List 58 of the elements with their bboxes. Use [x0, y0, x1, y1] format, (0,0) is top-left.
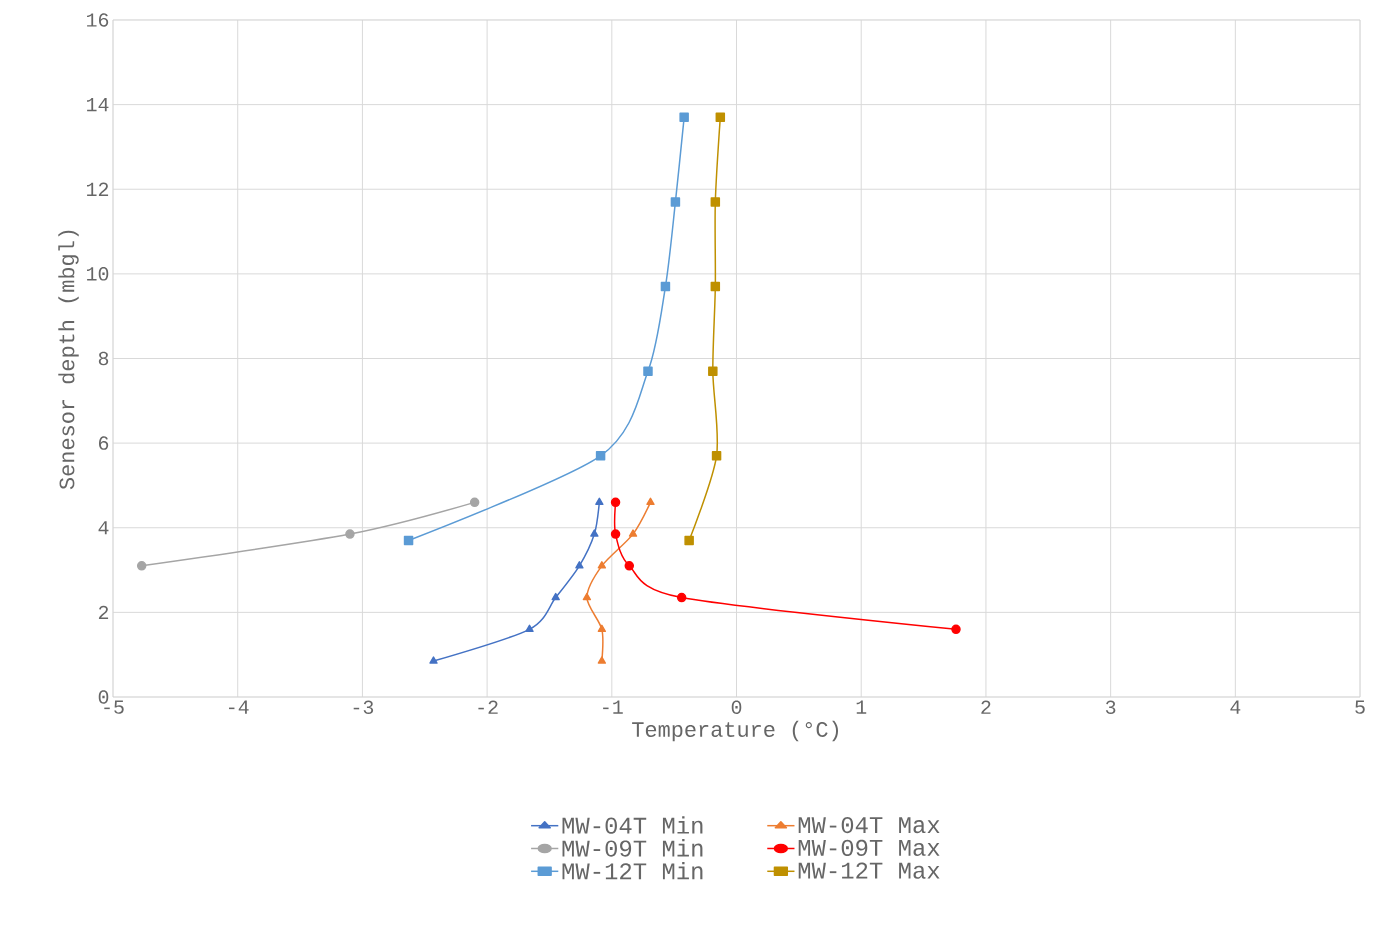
x-tick-label: 3: [1105, 700, 1116, 715]
y-axis-title: Senesor depth (mbgl): [58, 230, 79, 490]
point: [670, 197, 681, 207]
y-tick-label: 14: [87, 98, 109, 112]
point: [469, 497, 480, 508]
x-tick-label: 5: [1355, 700, 1365, 714]
point: [708, 366, 718, 376]
legend-label: MW-04T Min: [562, 816, 703, 834]
point: [628, 529, 638, 537]
legend-label: MW-04T Max: [798, 816, 940, 834]
x-tick-label: -3: [353, 700, 374, 715]
point: [624, 561, 635, 571]
point: [582, 592, 592, 601]
point: [684, 535, 694, 546]
point: [643, 366, 653, 376]
y-tick-label: 4: [98, 521, 109, 535]
point: [715, 112, 726, 123]
point: [710, 197, 721, 207]
point: [951, 624, 961, 635]
point: [595, 451, 606, 461]
point: [660, 281, 671, 292]
point: [429, 656, 438, 664]
point: [597, 624, 607, 633]
y-tick-label: 8: [98, 351, 109, 366]
x-tick-label: -4: [229, 700, 249, 714]
point: [595, 497, 604, 506]
point: [575, 561, 584, 569]
x-tick-label: -1: [603, 700, 623, 714]
point: [551, 592, 560, 601]
x-axis-title: Temperature (°C): [632, 720, 839, 742]
point: [590, 529, 599, 537]
legend-label: MW-12T Max: [798, 862, 940, 879]
y-tick-label: 16: [87, 13, 109, 27]
y-tick-label: 2: [98, 605, 109, 620]
point: [610, 529, 621, 539]
point: [679, 112, 689, 123]
point: [136, 561, 147, 571]
legend-label: MW-09T Max: [798, 839, 940, 856]
x-tick-label: 2: [981, 700, 991, 714]
point: [403, 535, 414, 546]
point: [711, 451, 722, 461]
point: [597, 561, 607, 569]
y-tick-label: 12: [87, 182, 109, 196]
x-tick-label: -2: [478, 700, 498, 714]
y-tick-label: 6: [99, 436, 109, 450]
point: [710, 281, 721, 292]
point: [646, 497, 655, 506]
x-tick-label: 4: [1230, 700, 1241, 714]
legend-label: MW-09T Min: [562, 839, 703, 857]
point: [676, 592, 687, 603]
point: [345, 529, 355, 539]
point: [610, 497, 621, 508]
point: [525, 624, 534, 633]
y-tick-label: 10: [87, 267, 109, 281]
point: [597, 656, 607, 664]
legend-label: MW-12T Min: [562, 861, 703, 880]
x-tick-label: 1: [856, 700, 867, 714]
x-tick-label: 0: [731, 700, 742, 715]
